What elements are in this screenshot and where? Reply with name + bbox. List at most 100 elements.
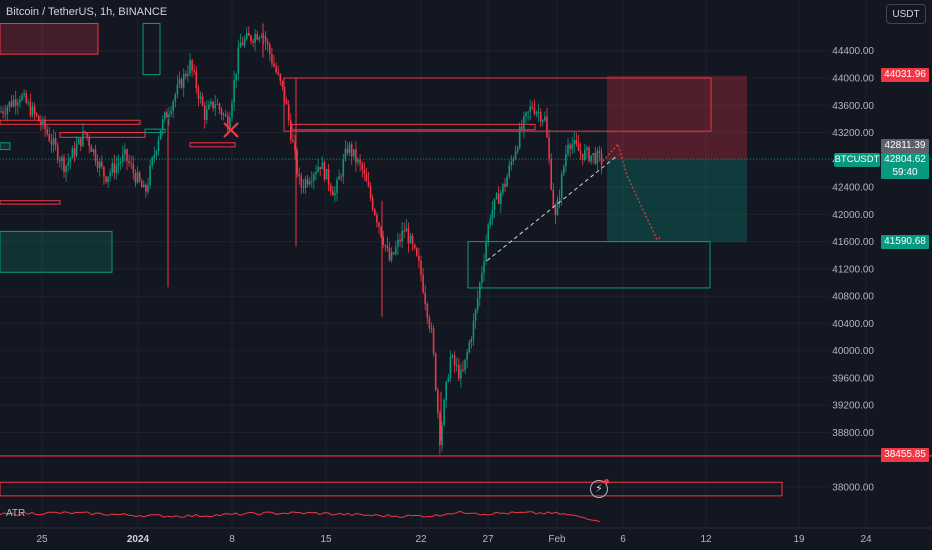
candle-body <box>434 353 437 390</box>
lightning-bolt-icon[interactable]: ⚡ <box>590 480 608 498</box>
candle-body <box>105 176 107 183</box>
candle-body <box>136 172 139 183</box>
candle-body <box>294 142 296 151</box>
candle-body <box>115 165 118 173</box>
candle-body <box>48 133 51 142</box>
candle-body <box>126 149 128 162</box>
candle-body <box>281 81 284 87</box>
candle-body <box>86 132 88 138</box>
y-tick-label: 39200.00 <box>832 401 874 412</box>
candle-body <box>195 71 198 89</box>
candle-body <box>168 114 170 118</box>
demand-zone <box>142 22 161 76</box>
order-block-zones <box>0 22 783 497</box>
candle-body <box>388 248 391 261</box>
candle-body <box>338 176 340 180</box>
candle-body <box>409 235 412 244</box>
candle-body <box>367 181 370 187</box>
candle-body <box>348 144 351 153</box>
candle-body <box>342 159 345 177</box>
candle-body <box>510 161 513 166</box>
candle-body <box>250 35 252 41</box>
candle-body <box>472 320 475 339</box>
candle-body <box>537 111 540 113</box>
candle-body <box>447 377 450 382</box>
candle-body <box>569 144 571 149</box>
candle-body <box>432 328 435 354</box>
candle-body <box>0 111 2 113</box>
candle-body <box>426 303 429 318</box>
candle-body <box>430 327 433 329</box>
countdown-timer: 59:40 <box>892 167 918 178</box>
candle-body <box>443 400 445 426</box>
candle-body <box>88 137 90 146</box>
price-axis[interactable]: 44400.0044000.0043600.0043200.0042800.00… <box>832 46 874 493</box>
candle-body <box>399 239 401 242</box>
supply-zone <box>291 123 536 131</box>
candle-body <box>479 282 481 299</box>
candle-body <box>418 255 420 261</box>
candle-body <box>212 101 214 109</box>
candle-body <box>420 260 422 275</box>
candle-body <box>325 169 328 180</box>
supply-zone <box>0 119 141 125</box>
candle-body <box>206 109 208 120</box>
time-axis[interactable]: 25 2024 8 15 22 27 Feb 6 12 19 24 <box>36 534 872 545</box>
candle-body <box>550 158 552 190</box>
grid-lines <box>0 0 932 529</box>
candle-body <box>598 150 601 154</box>
candle-body <box>529 106 531 112</box>
y-tick-label: 44400.00 <box>832 46 874 57</box>
candle-body <box>233 79 235 103</box>
price-tag-target-upper: 44031.96 <box>881 68 929 82</box>
atr-label[interactable]: ATR <box>6 508 26 519</box>
candle-body <box>170 110 172 115</box>
candle-body <box>470 338 473 343</box>
candle-body <box>390 252 393 261</box>
supply-zone <box>0 22 99 55</box>
candle-body <box>10 101 13 107</box>
candle-body <box>464 359 466 371</box>
candle-body <box>264 36 267 42</box>
candle-body <box>353 149 355 157</box>
candle-body <box>25 93 27 103</box>
candle-body <box>119 162 122 164</box>
candle-body <box>241 42 244 46</box>
candle-body <box>164 112 166 120</box>
candle-body <box>460 369 462 379</box>
candle-body <box>201 96 204 106</box>
price-tag-target-lower: 41590.68 <box>881 235 929 249</box>
candle-body <box>317 167 319 172</box>
candle-body <box>521 126 523 129</box>
candle-body <box>304 179 307 188</box>
candle-body <box>468 342 471 353</box>
x-tick-label: Feb <box>548 534 566 545</box>
candle-body <box>449 356 452 378</box>
candle-body <box>516 147 519 152</box>
candle-body <box>178 79 181 85</box>
drawing-overlays <box>0 122 932 457</box>
candle-body <box>19 99 21 103</box>
demand-zone <box>0 142 11 151</box>
candle-body <box>413 244 416 249</box>
candle-body <box>283 86 286 101</box>
candle-body <box>542 120 544 122</box>
candle-body <box>287 104 290 121</box>
candle-body <box>533 107 536 114</box>
candle-body <box>552 189 555 208</box>
candle-body <box>590 155 592 162</box>
candle-body <box>147 184 149 192</box>
candle-body <box>199 96 202 99</box>
candle-body <box>191 60 193 71</box>
candle-body <box>298 174 300 177</box>
currency-button[interactable]: USDT <box>886 4 926 24</box>
candle-body <box>329 184 332 191</box>
candle-body <box>458 364 460 379</box>
candle-body <box>33 106 36 114</box>
candle-body <box>149 165 151 185</box>
candle-body <box>554 207 557 216</box>
x-tick-label: 24 <box>860 534 872 545</box>
candle-body <box>588 147 590 162</box>
demand-zone <box>467 241 711 289</box>
